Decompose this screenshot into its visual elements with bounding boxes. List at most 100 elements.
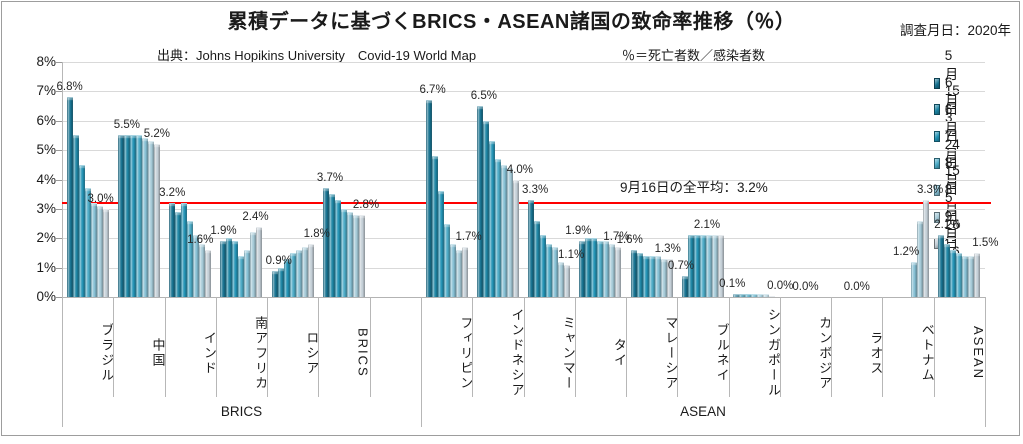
bar: [84, 188, 91, 297]
bar: [579, 241, 586, 297]
bar: [950, 250, 957, 297]
y-axis-label-4pct: 4%: [36, 172, 56, 187]
data-label: 1.2%: [892, 245, 920, 258]
data-label: 1.6%: [616, 234, 643, 246]
bar: [488, 141, 495, 297]
data-label: 0.9%: [265, 254, 292, 267]
data-label: 2.1%: [693, 219, 721, 232]
bar: [494, 158, 501, 297]
bar: [431, 156, 438, 297]
bar: [153, 144, 160, 297]
bar: [123, 135, 130, 297]
category-label-12: ブルネイ: [714, 323, 730, 383]
bar: [289, 252, 296, 297]
bar: [757, 294, 764, 297]
data-label: 5.5%: [113, 119, 141, 132]
bar: [72, 135, 79, 297]
bar: [642, 255, 649, 297]
category-divider: [421, 297, 422, 427]
category-divider: [575, 297, 576, 397]
chart-border: [1, 1, 1020, 436]
data-label: 0.0%: [767, 279, 794, 292]
legend-label-3: 7月15日: [944, 128, 960, 198]
category-label-9: ミャンマー: [560, 315, 576, 391]
category-label-10: タイ: [612, 338, 628, 368]
category-divider: [524, 297, 525, 397]
bar: [699, 235, 706, 297]
category-divider: [831, 297, 832, 397]
legend-item-0: 5月15日: [934, 48, 965, 118]
bar: [476, 106, 483, 297]
data-label: 1.8%: [303, 228, 330, 241]
bar: [603, 241, 610, 297]
bar: [751, 294, 758, 297]
bar: [597, 241, 604, 297]
bar: [283, 258, 290, 297]
legend-label-5: 8月26日: [944, 182, 960, 251]
bar: [256, 226, 263, 297]
bar: [739, 294, 746, 297]
y-tick-3pct: [56, 209, 62, 210]
bar: [220, 241, 227, 297]
category-label-3: 南アフリカ: [253, 315, 269, 391]
gridline-5pct: [62, 150, 985, 151]
category-label-7: フィリピン: [458, 315, 474, 391]
bar: [585, 238, 592, 297]
legend-marker-icon: [934, 157, 940, 169]
group-label-asean: ASEAN: [680, 404, 726, 419]
legend-item-4: 8月5日: [934, 155, 964, 225]
bar: [147, 141, 154, 297]
bar: [329, 194, 336, 297]
bar: [733, 294, 740, 297]
data-label: 1.1%: [558, 248, 585, 261]
bar: [117, 135, 124, 297]
legend-marker-icon: [934, 131, 940, 143]
category-label-1: 中国: [150, 338, 166, 368]
bar: [687, 235, 694, 297]
data-label: 0.1%: [719, 278, 746, 291]
group-label-brics: BRICS: [220, 404, 263, 419]
bar: [962, 255, 969, 297]
bar: [968, 255, 975, 297]
bar: [437, 191, 444, 297]
category-label-13: シンガポール: [765, 308, 781, 398]
category-divider: [729, 297, 730, 397]
data-label: 2.1%: [934, 219, 961, 232]
bar: [205, 250, 212, 297]
bar: [455, 250, 462, 297]
bar: [232, 241, 239, 297]
bar: [564, 264, 571, 297]
bar: [425, 100, 432, 297]
y-tick-7pct: [56, 91, 62, 92]
gridline-7pct: [62, 91, 985, 92]
bar: [169, 203, 176, 297]
source-note: 出典：Johns Hopikins University Covid-19 Wo…: [157, 48, 477, 63]
category-divider: [934, 297, 935, 397]
category-divider: [216, 297, 217, 397]
bar: [141, 138, 148, 297]
bar: [359, 214, 366, 297]
bar: [238, 255, 245, 297]
data-label: 3.2%: [159, 187, 186, 199]
bar: [250, 232, 257, 297]
bar: [307, 244, 314, 297]
bar: [681, 276, 688, 297]
formula-note: ％＝死亡者数／感染者数: [622, 48, 766, 63]
category-divider: [882, 297, 883, 397]
data-label: 2.4%: [242, 210, 269, 223]
category-divider: [318, 297, 319, 397]
category-label-2: インド: [201, 330, 217, 376]
bar: [135, 135, 142, 297]
bar: [226, 238, 233, 297]
data-label: 0.0%: [843, 281, 870, 293]
bar: [717, 235, 724, 297]
y-axis-label-0pct: 0%: [36, 289, 56, 304]
bar: [482, 120, 489, 297]
y-axis-label-8pct: 8%: [36, 54, 56, 69]
bar: [335, 200, 342, 297]
category-label-14: カンボジア: [817, 315, 833, 391]
survey-date-note: 調査月日：2020年: [899, 23, 1011, 38]
category-label-5: BRICS: [355, 328, 371, 378]
bar: [78, 164, 85, 297]
bar: [944, 244, 951, 297]
